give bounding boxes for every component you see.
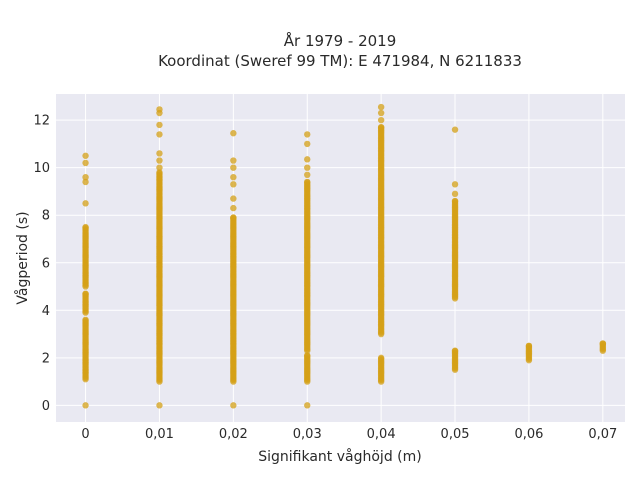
data-point — [377, 124, 385, 131]
data-point — [230, 164, 237, 171]
data-point — [82, 223, 89, 231]
data-point — [82, 200, 89, 207]
data-point — [156, 402, 163, 409]
x-axis-label: Signifikant våghöjd (m) — [258, 448, 421, 465]
data-point — [304, 171, 311, 179]
y-tick-label: 8 — [42, 209, 50, 224]
data-point — [599, 340, 607, 347]
data-point — [230, 130, 237, 137]
data-point — [304, 131, 311, 138]
chart-title-line2: Koordinat (Sweref 99 TM): E 471984, N 62… — [158, 52, 522, 70]
data-point — [304, 178, 311, 186]
x-tick-label: 0,06 — [514, 427, 543, 442]
plot-area — [56, 94, 625, 422]
data-point — [82, 290, 89, 297]
data-point — [304, 156, 311, 163]
x-tick-label: 0,05 — [441, 427, 470, 442]
data-point — [82, 159, 89, 167]
data-point — [377, 109, 385, 117]
data-point — [451, 347, 459, 354]
x-tick-label: 0,02 — [219, 427, 248, 442]
data-point — [304, 352, 311, 359]
data-point — [230, 214, 237, 221]
data-point — [230, 402, 237, 409]
data-point — [230, 181, 237, 188]
data-point — [156, 121, 163, 129]
data-point — [304, 164, 311, 171]
x-tick-label: 0,07 — [588, 427, 617, 442]
data-point — [82, 402, 89, 409]
x-tick-label: 0,01 — [145, 427, 174, 442]
data-point — [230, 204, 237, 212]
y-axis-label: Vågperiod (s) — [14, 211, 31, 304]
data-point — [525, 342, 533, 350]
x-tick-label: 0 — [81, 427, 89, 442]
data-point — [82, 316, 89, 323]
data-point — [156, 106, 163, 113]
data-point — [451, 181, 459, 188]
data-point — [377, 103, 385, 111]
data-point — [156, 164, 163, 171]
data-point — [82, 178, 89, 186]
data-point — [156, 131, 163, 138]
data-point — [451, 190, 459, 198]
y-tick-label: 12 — [33, 114, 50, 129]
data-point — [156, 157, 163, 164]
data-point — [377, 354, 385, 362]
y-tick-label: 6 — [42, 256, 50, 271]
data-point — [304, 402, 311, 409]
data-point — [451, 126, 459, 133]
x-tick-label: 0,03 — [293, 427, 322, 442]
data-point — [230, 157, 237, 164]
y-tick-label: 0 — [42, 399, 50, 414]
data-point — [156, 169, 163, 176]
y-tick-label: 10 — [33, 161, 50, 176]
data-point — [377, 116, 385, 124]
y-tick-labels: 0 2 4 6 8 10 12 — [33, 114, 50, 414]
data-point — [451, 197, 459, 205]
y-tick-label: 4 — [42, 304, 50, 319]
x-tick-labels: 0 0,01 0,02 0,03 0,04 0,05 0,06 0,07 — [81, 427, 617, 442]
y-tick-label: 2 — [42, 351, 50, 366]
data-point — [82, 173, 89, 181]
data-point — [82, 152, 89, 159]
data-point — [230, 173, 237, 181]
data-point — [156, 150, 163, 157]
x-tick-label: 0,04 — [367, 427, 396, 442]
chart-title-line1: År 1979 - 2019 — [284, 31, 397, 50]
data-points — [82, 103, 607, 409]
data-point — [230, 195, 237, 202]
data-point — [304, 140, 311, 148]
